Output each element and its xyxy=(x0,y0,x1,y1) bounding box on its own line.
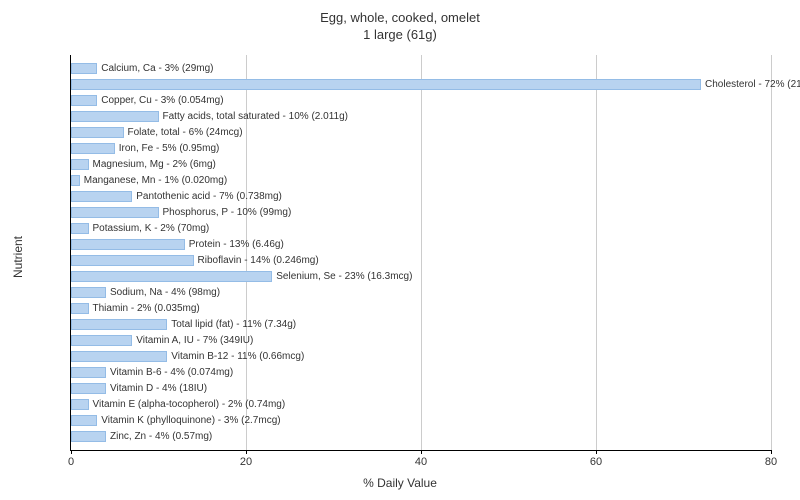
bar-label: Protein - 13% (6.46g) xyxy=(185,238,284,251)
bar-label: Calcium, Ca - 3% (29mg) xyxy=(97,62,213,75)
bar xyxy=(71,79,701,90)
bar-label: Vitamin D - 4% (18IU) xyxy=(106,382,207,395)
bar-label: Sodium, Na - 4% (98mg) xyxy=(106,286,220,299)
bar-label: Phosphorus, P - 10% (99mg) xyxy=(159,206,292,219)
bar-label: Iron, Fe - 5% (0.95mg) xyxy=(115,142,220,155)
bar-label: Riboflavin - 14% (0.246mg) xyxy=(194,254,319,267)
bar-row: Vitamin D - 4% (18IU) xyxy=(71,380,771,396)
bar-label: Cholesterol - 72% (217mg) xyxy=(701,78,800,91)
bar-row: Vitamin A, IU - 7% (349IU) xyxy=(71,332,771,348)
bar-row: Protein - 13% (6.46g) xyxy=(71,237,771,253)
bar-label: Copper, Cu - 3% (0.054mg) xyxy=(97,94,223,107)
bar-label: Selenium, Se - 23% (16.3mcg) xyxy=(272,270,412,283)
x-tick-label: 80 xyxy=(765,456,777,468)
bar xyxy=(71,175,80,186)
bar-label: Vitamin B-6 - 4% (0.074mg) xyxy=(106,366,233,379)
bar-label: Magnesium, Mg - 2% (6mg) xyxy=(89,158,216,171)
chart-container: Egg, whole, cooked, omelet 1 large (61g)… xyxy=(0,0,800,500)
bar-row: Vitamin B-12 - 11% (0.66mcg) xyxy=(71,348,771,364)
bar xyxy=(71,111,159,122)
bar-row: Folate, total - 6% (24mcg) xyxy=(71,125,771,141)
bar xyxy=(71,95,97,106)
bar xyxy=(71,367,106,378)
bar xyxy=(71,415,97,426)
x-tick-label: 60 xyxy=(590,456,602,468)
bar xyxy=(71,223,89,234)
bar-label: Potassium, K - 2% (70mg) xyxy=(89,222,210,235)
bar-label: Vitamin K (phylloquinone) - 3% (2.7mcg) xyxy=(97,414,280,427)
bar-row: Zinc, Zn - 4% (0.57mg) xyxy=(71,428,771,444)
bar xyxy=(71,271,272,282)
x-tick-mark xyxy=(596,450,597,454)
bar-label: Fatty acids, total saturated - 10% (2.01… xyxy=(159,110,348,123)
x-tick-label: 0 xyxy=(68,456,74,468)
bar-row: Riboflavin - 14% (0.246mg) xyxy=(71,253,771,269)
bar-row: Fatty acids, total saturated - 10% (2.01… xyxy=(71,109,771,125)
bar-row: Manganese, Mn - 1% (0.020mg) xyxy=(71,173,771,189)
bar xyxy=(71,351,167,362)
bar xyxy=(71,383,106,394)
bar xyxy=(71,207,159,218)
x-axis-label: % Daily Value xyxy=(363,476,437,490)
bar-row: Vitamin E (alpha-tocopherol) - 2% (0.74m… xyxy=(71,396,771,412)
bar-label: Total lipid (fat) - 11% (7.34g) xyxy=(167,318,296,331)
title-line2: 1 large (61g) xyxy=(0,27,800,44)
bar-row: Magnesium, Mg - 2% (6mg) xyxy=(71,157,771,173)
bar xyxy=(71,63,97,74)
x-tick-label: 40 xyxy=(415,456,427,468)
plot-area: 020406080Calcium, Ca - 3% (29mg)Choleste… xyxy=(70,55,771,451)
bar xyxy=(71,255,194,266)
bar-row: Copper, Cu - 3% (0.054mg) xyxy=(71,93,771,109)
bar-row: Cholesterol - 72% (217mg) xyxy=(71,77,771,93)
x-tick-mark xyxy=(421,450,422,454)
bar-row: Vitamin B-6 - 4% (0.074mg) xyxy=(71,364,771,380)
gridline xyxy=(771,55,772,450)
bar-row: Sodium, Na - 4% (98mg) xyxy=(71,284,771,300)
bar xyxy=(71,159,89,170)
bar xyxy=(71,287,106,298)
bar-label: Vitamin A, IU - 7% (349IU) xyxy=(132,334,253,347)
bar-row: Vitamin K (phylloquinone) - 3% (2.7mcg) xyxy=(71,412,771,428)
title-line1: Egg, whole, cooked, omelet xyxy=(0,10,800,27)
bar xyxy=(71,191,132,202)
bar-label: Vitamin B-12 - 11% (0.66mcg) xyxy=(167,350,304,363)
bar xyxy=(71,335,132,346)
bar-row: Calcium, Ca - 3% (29mg) xyxy=(71,61,771,77)
bar-row: Potassium, K - 2% (70mg) xyxy=(71,221,771,237)
bar xyxy=(71,239,185,250)
bar xyxy=(71,431,106,442)
x-tick-mark xyxy=(71,450,72,454)
x-tick-mark xyxy=(771,450,772,454)
bar xyxy=(71,319,167,330)
bar-row: Thiamin - 2% (0.035mg) xyxy=(71,300,771,316)
bar-row: Iron, Fe - 5% (0.95mg) xyxy=(71,141,771,157)
bar xyxy=(71,399,89,410)
bar-row: Total lipid (fat) - 11% (7.34g) xyxy=(71,316,771,332)
x-tick-label: 20 xyxy=(240,456,252,468)
bar xyxy=(71,143,115,154)
x-tick-mark xyxy=(246,450,247,454)
bar-row: Phosphorus, P - 10% (99mg) xyxy=(71,205,771,221)
chart-title: Egg, whole, cooked, omelet 1 large (61g) xyxy=(0,0,800,44)
bar-label: Vitamin E (alpha-tocopherol) - 2% (0.74m… xyxy=(89,398,286,411)
bar-label: Folate, total - 6% (24mcg) xyxy=(124,126,243,139)
bar-row: Pantothenic acid - 7% (0.738mg) xyxy=(71,189,771,205)
bar xyxy=(71,303,89,314)
bar-row: Selenium, Se - 23% (16.3mcg) xyxy=(71,268,771,284)
bar xyxy=(71,127,124,138)
bar-label: Thiamin - 2% (0.035mg) xyxy=(89,302,200,315)
bar-label: Manganese, Mn - 1% (0.020mg) xyxy=(80,174,227,187)
y-axis-label: Nutrient xyxy=(11,236,25,278)
bar-label: Zinc, Zn - 4% (0.57mg) xyxy=(106,430,212,443)
bar-label: Pantothenic acid - 7% (0.738mg) xyxy=(132,190,282,203)
